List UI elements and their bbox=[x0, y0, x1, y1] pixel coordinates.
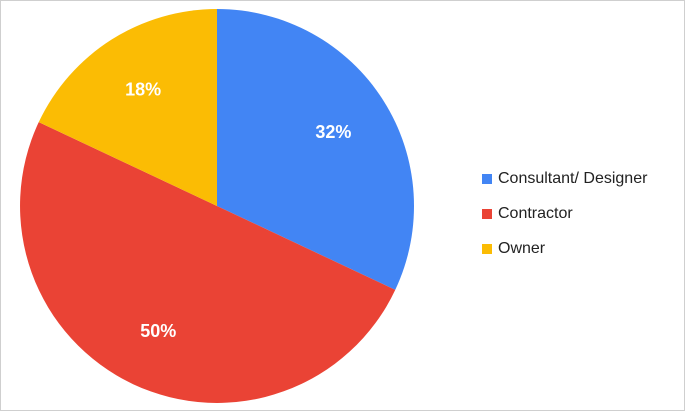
legend-label-contractor: Contractor bbox=[498, 204, 573, 222]
slice-label-owner: 18% bbox=[125, 80, 161, 100]
slice-label-contractor: 50% bbox=[140, 321, 176, 341]
pie-labels: 32% 50% 18% bbox=[125, 80, 351, 341]
slice-label-consultant-designer: 32% bbox=[315, 122, 351, 142]
legend-item-contractor: Contractor bbox=[482, 196, 647, 231]
legend-item-consultant-designer: Consultant/ Designer bbox=[482, 161, 647, 196]
legend-label-consultant-designer: Consultant/ Designer bbox=[498, 169, 648, 187]
legend-swatch-consultant-designer bbox=[482, 173, 492, 184]
chart-legend: Consultant/ Designer Contractor Owner bbox=[482, 161, 647, 266]
pie-slice-owner bbox=[38, 9, 217, 206]
legend-swatch-owner bbox=[482, 243, 492, 254]
pie-slice-contractor bbox=[20, 122, 396, 403]
pie-slice-consultant-designer bbox=[217, 9, 414, 290]
legend-label-owner: Owner bbox=[498, 239, 546, 257]
legend-swatch-contractor bbox=[482, 208, 492, 219]
pie-slices bbox=[20, 9, 414, 403]
legend-item-owner: Owner bbox=[482, 231, 647, 266]
